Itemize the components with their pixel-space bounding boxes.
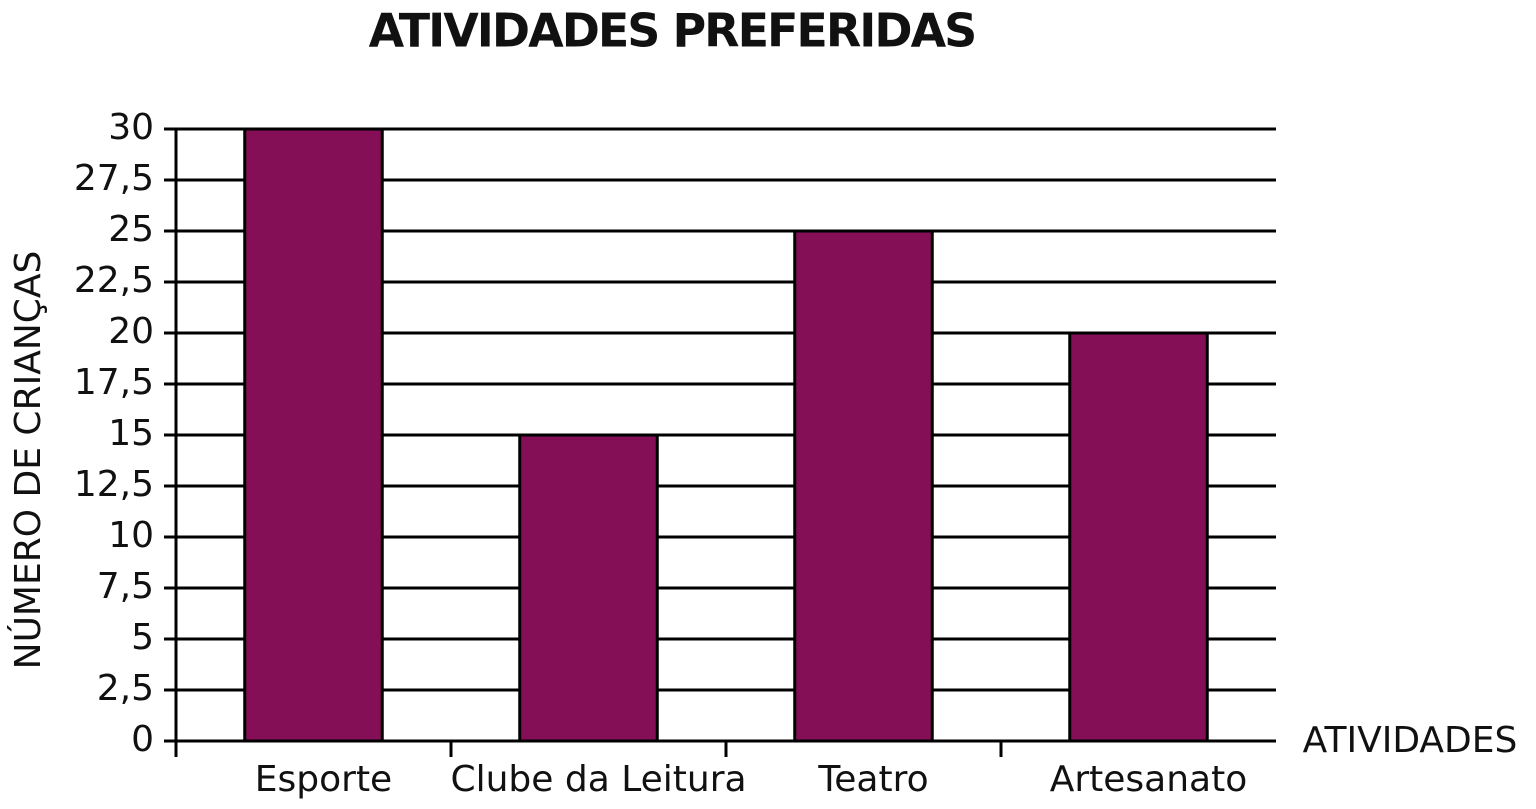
- x-tick-label: Clube da Leitura: [450, 759, 746, 800]
- y-axis-label: NÚMERO DE CRIANÇAS: [7, 251, 49, 670]
- y-tick-label: 5: [131, 617, 154, 658]
- bar: [518, 433, 659, 743]
- y-tick-label: 15: [108, 413, 154, 454]
- y-tick-label: 25: [108, 209, 154, 250]
- y-tick-label: 12,5: [74, 464, 154, 505]
- bar: [1068, 331, 1209, 743]
- x-tick-label: Teatro: [817, 759, 928, 800]
- y-tick-label: 20: [108, 311, 154, 352]
- bar: [243, 127, 384, 743]
- y-tick-label: 10: [108, 515, 154, 556]
- x-tick-label: Esporte: [255, 759, 392, 800]
- y-tick-label: 0: [131, 719, 154, 760]
- y-tick-label: 27,5: [74, 158, 154, 199]
- y-tick-label: 22,5: [74, 260, 154, 301]
- y-tick-label: 30: [108, 107, 154, 148]
- y-tick-label: 2,5: [97, 668, 154, 709]
- x-tick-label: Artesanato: [1050, 759, 1248, 800]
- x-axis-label: ATIVIDADES: [1303, 720, 1518, 761]
- y-tick-label: 7,5: [97, 566, 154, 607]
- chart-title: ATIVIDADES PREFERIDAS: [369, 4, 976, 58]
- y-tick-label: 17,5: [74, 362, 154, 403]
- bar: [793, 229, 934, 743]
